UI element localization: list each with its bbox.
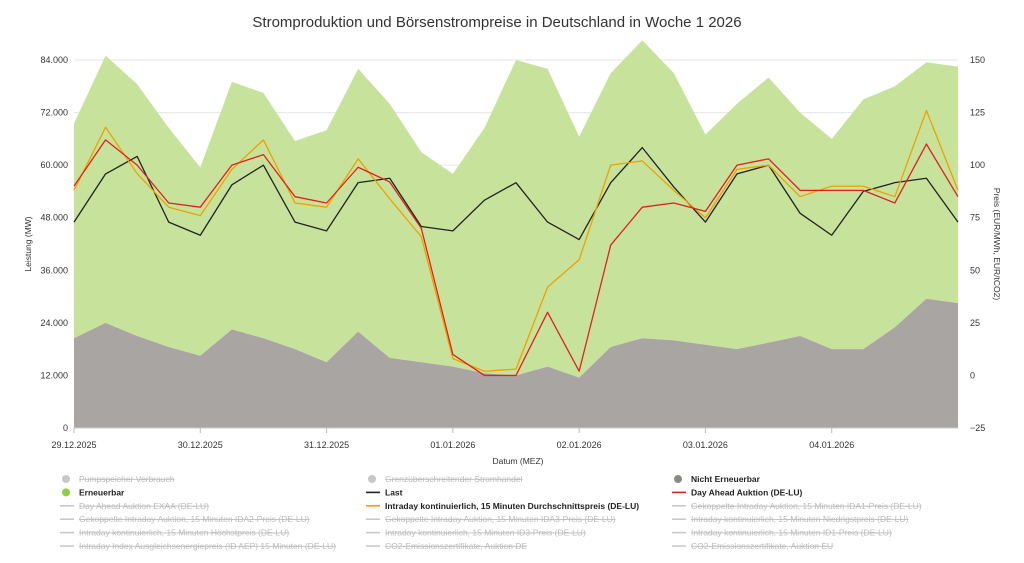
legend: Pumpspeicher Verbrauch Grenzüberschreiten… (60, 474, 922, 551)
x-tick-label: 30.12.2025 (178, 440, 223, 450)
y-tick-label: 84.000 (40, 55, 68, 65)
legend-item: Gekoppelte Intraday Auktion, 15 Minuten … (60, 514, 310, 524)
legend-label: Nicht Erneuerbar (691, 474, 761, 484)
legend-item: Gekoppelte Intraday Auktion, 15 Minuten … (366, 514, 616, 524)
legend-dot-icon (62, 488, 70, 497)
y-tick-label: 12.000 (40, 370, 68, 380)
y2-tick-label: 25 (970, 318, 980, 328)
x-tick-label: 03.01.2026 (683, 440, 728, 450)
y2-tick-label: 75 (970, 213, 980, 223)
legend-label: Intraday kontinuierlich, 15 Minuten Höch… (79, 528, 289, 538)
legend-item: Pumpspeicher Verbrauch (62, 474, 175, 484)
line-day-ahead-auktion (73, 139, 959, 377)
x-tick-label: 02.01.2026 (557, 440, 602, 450)
legend-item: Intraday kontinuierlich, 15 Minuten ID1-… (672, 528, 892, 538)
area-erneuerbar (74, 40, 958, 378)
y2-tick-label: 150 (970, 55, 985, 65)
x-tick-label: 01.01.2026 (430, 440, 475, 450)
legend-label: Gekoppelte Intraday Auktion, 15 Minuten … (385, 514, 616, 524)
legend-label: Intraday kontinuierlich, 15 Minuten Durc… (385, 501, 639, 511)
y-axis-title: Leistung (MW) (23, 216, 33, 271)
y-tick-label: 60.000 (40, 160, 68, 170)
legend-label: Gekoppelte Intraday Auktion, 15 Minuten … (79, 514, 310, 524)
y-tick-label: 72.000 (40, 108, 68, 118)
area-layer (74, 40, 958, 428)
y-tick-label: 48.000 (40, 213, 68, 223)
legend-label: Intraday kontinuierlich, 15 Minuten ID1-… (691, 528, 892, 538)
x-tick-label: 29.12.2025 (51, 440, 96, 450)
y-tick-label: 36.000 (40, 265, 68, 275)
legend-item: CO2-Emissionszertifikate, Auktion EU (672, 541, 833, 551)
axes: 0 12.000 24.000 36.000 48.000 60.000 72.000 84.… (40, 55, 985, 450)
legend-label: Grenzüberschreitender Stromhandel (385, 474, 523, 484)
legend-label: CO2-Emissionszertifikate, Auktion EU (691, 541, 833, 551)
y-tick-label: 0 (63, 423, 68, 433)
y2-axis-title: Preis (EUR/MWh, EUR/tCO2) (992, 188, 1002, 301)
legend-item: Intraday kontinuierlich, 15 Minuten Höch… (60, 528, 289, 538)
legend-item: Grenzüberschreitender Stromhandel (368, 474, 523, 484)
legend-item: Last (366, 487, 403, 497)
line-last (73, 146, 959, 241)
legend-label: Last (385, 487, 403, 497)
legend-item: Intraday Index Ausgleichsenergiepreis (I… (60, 541, 336, 551)
legend-item: CO2-Emissionszertifikate, Auktion DE (366, 541, 528, 551)
line-intraday-durchschnittspreis (73, 109, 959, 372)
legend-label: Erneuerbar (79, 487, 125, 497)
legend-label: CO2-Emissionszertifikate, Auktion DE (385, 541, 528, 551)
legend-label: Gekoppelte Intraday Auktion, 15 Minuten … (691, 501, 922, 511)
legend-item: Gekoppelte Intraday Auktion, 15 Minuten … (672, 501, 922, 511)
legend-item: Erneuerbar (62, 487, 125, 497)
x-axis-title: Datum (MEZ) (493, 456, 544, 466)
y2-tick-label: 50 (970, 265, 980, 275)
y-tick-label: 24.000 (40, 318, 68, 328)
legend-item: Intraday kontinuierlich, 15 Minuten Durc… (366, 501, 639, 511)
line-layer (73, 109, 959, 377)
x-tick-label: 04.01.2026 (809, 440, 854, 450)
legend-dot-icon (674, 475, 682, 483)
legend-label: Day Ahead Auktion (DE-LU) (691, 487, 802, 497)
area-nicht-erneuerbar (74, 298, 958, 428)
y2-tick-label: 100 (970, 160, 985, 170)
legend-label: Intraday kontinuierlich, 15 Minuten Nied… (691, 514, 908, 524)
legend-item: Day Ahead Auktion EXAA (DE-LU) (60, 501, 209, 511)
legend-label: Pumpspeicher Verbrauch (79, 474, 175, 484)
legend-item: Nicht Erneuerbar (674, 474, 761, 484)
x-tick-label: 31.12.2025 (304, 440, 349, 450)
y2-tick-label: 0 (970, 370, 975, 380)
legend-label: Intraday kontinuierlich, 15 Minuten ID3-… (385, 528, 586, 538)
legend-item: Intraday kontinuierlich, 15 Minuten Nied… (672, 514, 908, 524)
legend-item: Intraday kontinuierlich, 15 Minuten ID3-… (366, 528, 586, 538)
legend-dot-icon (62, 475, 70, 483)
legend-label: Day Ahead Auktion EXAA (DE-LU) (79, 501, 209, 511)
chart-title: Stromproduktion und Börsenstrompreise in… (252, 14, 741, 31)
y2-tick-label: −25 (970, 423, 985, 433)
legend-item: Day Ahead Auktion (DE-LU) (672, 487, 802, 497)
legend-label: Intraday Index Ausgleichsenergiepreis (I… (79, 541, 336, 551)
y2-tick-label: 125 (970, 108, 985, 118)
legend-dot-icon (368, 475, 376, 483)
